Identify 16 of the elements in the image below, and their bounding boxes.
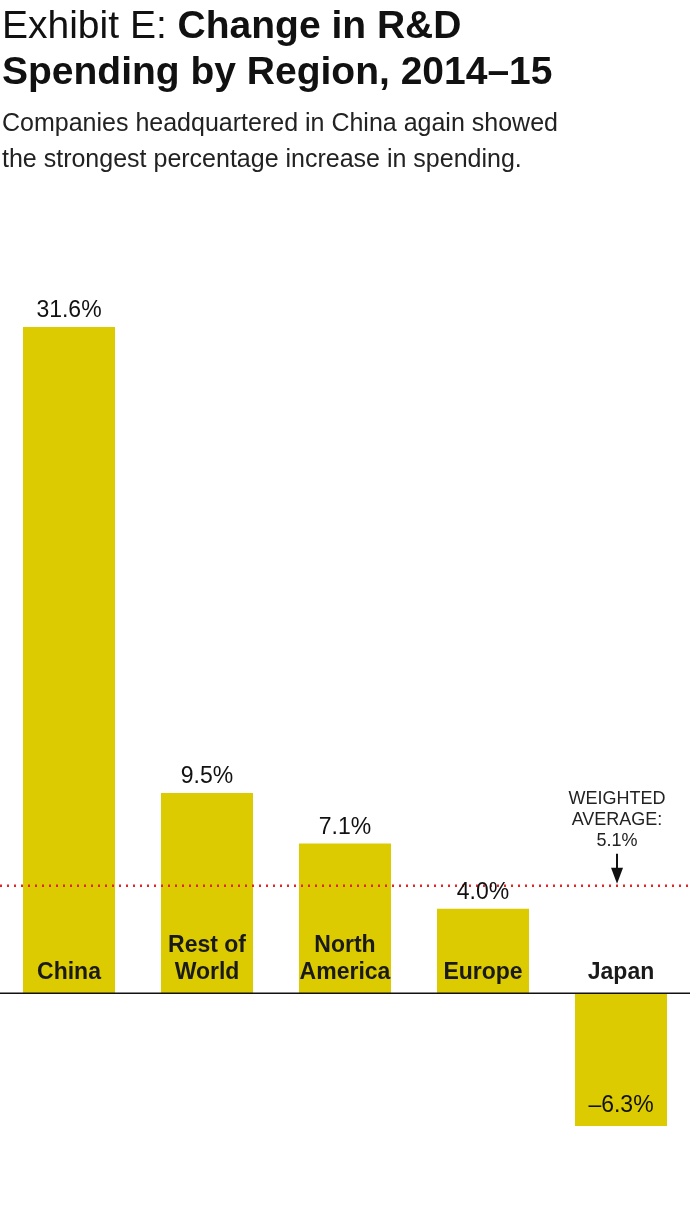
bar xyxy=(161,792,253,994)
x-tick-label: North America xyxy=(299,931,391,985)
data-label: 7.1% xyxy=(318,812,372,839)
data-label: –6.3% xyxy=(588,1091,654,1117)
bar xyxy=(23,327,115,994)
x-tick-label: Europe xyxy=(443,958,523,985)
ref-line-label: WEIGHTED AVERAGE: 5.1% xyxy=(568,787,666,850)
data-label: 31.6% xyxy=(36,296,102,322)
bar xyxy=(575,993,667,1126)
data-label: 4.0% xyxy=(456,877,510,904)
chart-title: Exhibit E: Change in R&D Spending by Region, 2014–15 xyxy=(2,3,553,92)
chart-subtitle: Companies headquartered in China again showed the strongest percentage increase in spending. xyxy=(1,107,559,174)
data-label: 9.5% xyxy=(180,761,234,788)
x-tick-label: China xyxy=(37,958,102,985)
x-tick-label: Rest of World xyxy=(168,931,247,985)
x-tick-label: Japan xyxy=(587,958,655,985)
